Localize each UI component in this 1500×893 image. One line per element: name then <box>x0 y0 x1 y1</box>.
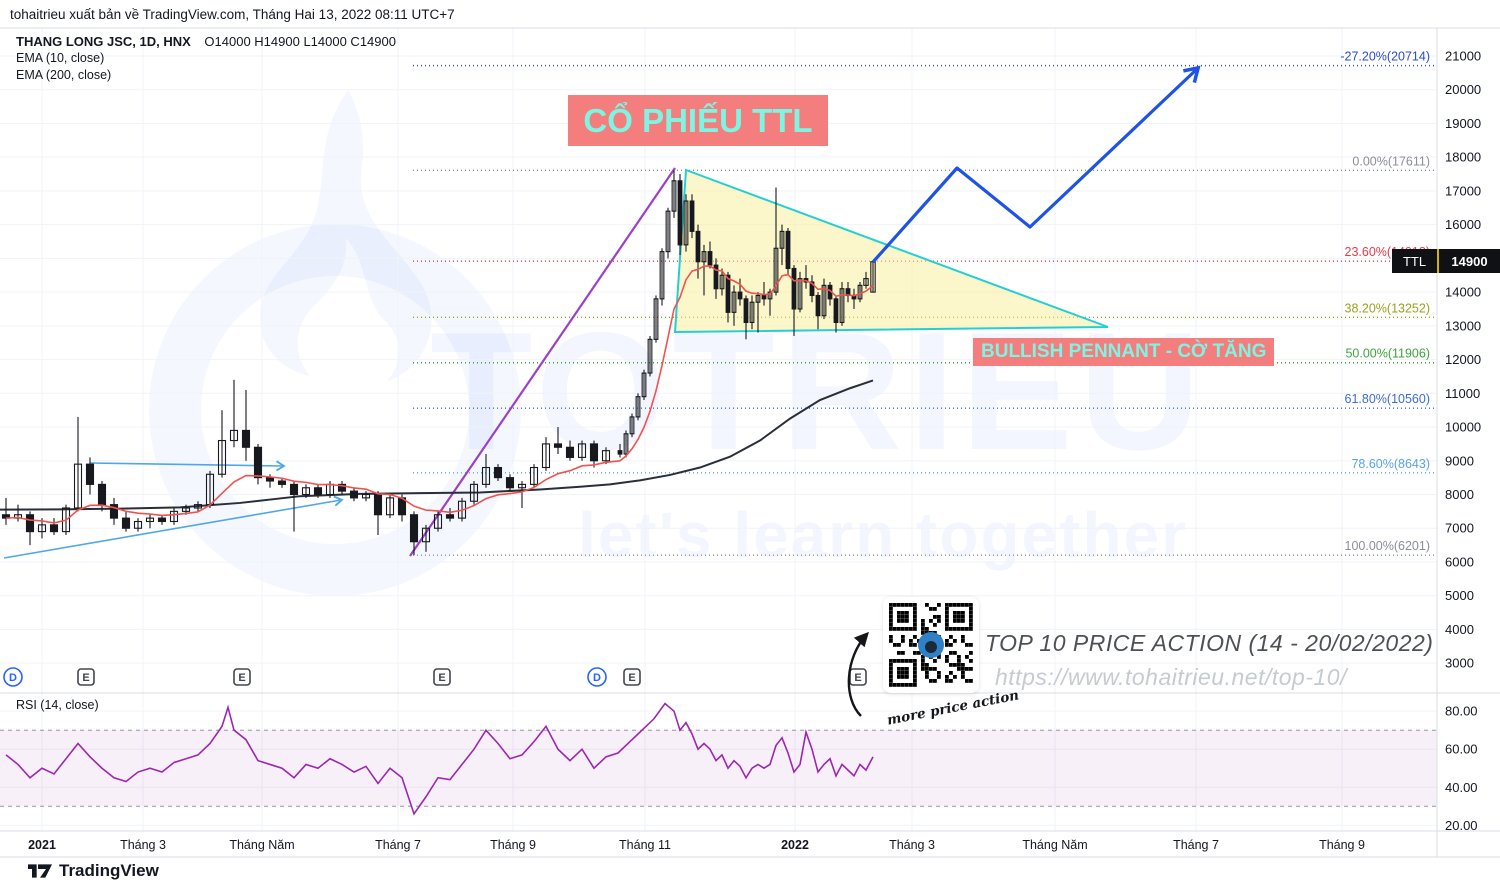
candlesticks <box>1 170 876 556</box>
tradingview-logo-text: TradingView <box>59 861 159 880</box>
time-tick-label: Tháng 7 <box>375 838 421 852</box>
time-tick-label: 2021 <box>28 838 56 852</box>
dividend-marker: D <box>9 672 17 684</box>
gridlines <box>0 28 1437 831</box>
legend-rsi-row[interactable]: RSI (14, close) <box>16 698 99 712</box>
price-tick-label: 11000 <box>1445 386 1480 401</box>
chart-title-badge[interactable]: CỔ PHIẾU TTL <box>568 95 828 146</box>
earnings-marker: E <box>854 672 861 684</box>
pane-frames <box>0 27 1500 858</box>
symbol-price-label: TTL <box>1392 249 1437 273</box>
earnings-marker: E <box>438 672 445 684</box>
promo-url: https://www.tohaitrieu.net/top-10/ <box>995 664 1347 690</box>
qr-code-card <box>883 597 979 693</box>
qr-pointer-arrow <box>847 631 869 717</box>
qr-code <box>889 603 973 687</box>
price-tick-label: 6000 <box>1445 554 1474 569</box>
publish-info: tohaitrieu xuất bản về TradingView.com, … <box>10 7 455 22</box>
pennant-label-badge[interactable]: BULLISH PENNANT - CỜ TĂNG <box>973 338 1275 366</box>
tradingview-logo-icon <box>28 864 52 878</box>
price-axis[interactable]: 2100020000190001800017000160001500014000… <box>1445 48 1481 832</box>
price-tick-label: 3000 <box>1445 656 1474 671</box>
time-tick-label: Tháng Năm <box>1022 838 1087 852</box>
tradingview-footer: TradingView <box>28 861 159 881</box>
time-tick-label: Tháng Năm <box>229 838 294 852</box>
time-axis[interactable]: 2021 Tháng 3 Tháng Năm Tháng 7 Tháng 9 Tháng … <box>28 838 1365 852</box>
annotations <box>3 167 1109 559</box>
last-price-badge: 14900 <box>1437 249 1500 273</box>
price-tick-label: 17000 <box>1445 183 1481 198</box>
price-tick-label: 18000 <box>1445 150 1481 165</box>
price-tick-label: 8000 <box>1445 487 1474 502</box>
price-tick-label: 5000 <box>1445 588 1474 603</box>
price-tick-label: 12000 <box>1445 352 1481 367</box>
event-markers: D DE E E E E <box>3 667 867 687</box>
rsi-tick-label: 20.00 <box>1445 818 1478 833</box>
rsi-tick-label: 80.00 <box>1445 704 1478 719</box>
price-tick-label: 10000 <box>1445 420 1481 435</box>
time-tick-label: Tháng 7 <box>1173 838 1219 852</box>
chart-legend[interactable]: THANG LONG JSC, 1D, HNX O14000 H14900 L1… <box>16 33 396 84</box>
time-tick-label: Tháng 9 <box>1319 838 1365 852</box>
price-tick-label: 20000 <box>1445 82 1481 97</box>
fib-level-label: 0.00%(17611) <box>1352 154 1430 168</box>
price-tick-label: 14000 <box>1445 285 1481 300</box>
rsi-tick-label: 60.00 <box>1445 742 1478 757</box>
price-tick-label: 7000 <box>1445 521 1474 536</box>
fib-level-label: -27.20%(20714) <box>1340 50 1430 64</box>
earnings-marker: E <box>628 672 635 684</box>
projection-arrow <box>871 69 1197 264</box>
price-tick-label: 21000 <box>1445 48 1481 63</box>
fib-level-label: 78.60%(8643) <box>1351 457 1430 471</box>
fib-level-label: 50.00%(11906) <box>1345 347 1430 361</box>
totrieu-flame-watermark <box>149 90 521 596</box>
price-tick-label: 16000 <box>1445 217 1481 232</box>
time-tick-label: Tháng 3 <box>889 838 935 852</box>
ema200-line <box>0 379 874 511</box>
earnings-marker: E <box>238 672 245 684</box>
dividend-marker: D <box>593 672 601 684</box>
promo-title: TOP 10 PRICE ACTION (14 - 20/02/2022) <box>985 630 1434 656</box>
time-tick-label: Tháng 3 <box>120 838 166 852</box>
time-tick-label: Tháng 9 <box>490 838 536 852</box>
ohlc-values: O14000 H14900 L14000 C14900 <box>204 34 396 49</box>
legend-ema200-row[interactable]: EMA (200, close) <box>16 68 112 82</box>
fib-level-label: 100.00%(6201) <box>1345 539 1430 553</box>
legend-symbol-row[interactable]: THANG LONG JSC, 1D, HNX O14000 H14900 L1… <box>16 33 396 50</box>
legend-ema10-row[interactable]: EMA (10, close) <box>16 51 105 65</box>
rsi-tick-label: 40.00 <box>1445 780 1478 795</box>
fib-level-label: 61.80%(10560) <box>1345 392 1430 406</box>
price-tick-label: 19000 <box>1445 116 1481 131</box>
price-tick-label: 9000 <box>1445 453 1474 468</box>
rsi-band <box>0 729 1437 807</box>
watermark-tagline: let's learn together <box>578 499 1189 571</box>
earnings-marker: E <box>82 672 89 684</box>
time-tick-label: 2022 <box>781 838 809 852</box>
rsi-line <box>5 702 874 816</box>
price-tick-label: 13000 <box>1445 318 1481 333</box>
ema10-line <box>5 265 874 524</box>
fib-level-label: 38.20%(13252) <box>1345 301 1430 315</box>
price-tick-label: 4000 <box>1445 622 1474 637</box>
symbol-title[interactable]: THANG LONG JSC, 1D, HNX <box>16 34 191 49</box>
time-tick-label: Tháng 11 <box>619 838 671 852</box>
